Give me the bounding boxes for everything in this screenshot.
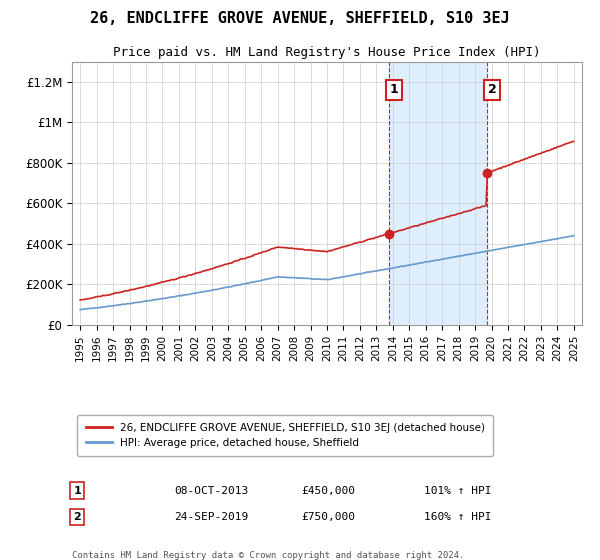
Bar [389, 62, 487, 325]
Text: 26, ENDCLIFFE GROVE AVENUE, SHEFFIELD, S10 3EJ: 26, ENDCLIFFE GROVE AVENUE, SHEFFIELD, S… [90, 11, 510, 26]
Text: 1: 1 [389, 83, 398, 96]
Text: 1: 1 [73, 486, 81, 496]
Text: 24-SEP-2019: 24-SEP-2019 [174, 512, 248, 522]
Text: Contains HM Land Registry data © Crown copyright and database right 2024.
This d: Contains HM Land Registry data © Crown c… [72, 551, 464, 560]
Text: £750,000: £750,000 [302, 512, 355, 522]
Text: 2: 2 [73, 512, 81, 522]
Text: 08-OCT-2013: 08-OCT-2013 [174, 486, 248, 496]
Text: 2: 2 [488, 83, 496, 96]
Text: 101% ↑ HPI: 101% ↑ HPI [424, 486, 491, 496]
Title: Price paid vs. HM Land Registry's House Price Index (HPI): Price paid vs. HM Land Registry's House … [113, 46, 541, 59]
Text: 160% ↑ HPI: 160% ↑ HPI [424, 512, 491, 522]
Text: £450,000: £450,000 [302, 486, 355, 496]
Legend: 26, ENDCLIFFE GROVE AVENUE, SHEFFIELD, S10 3EJ (detached house), HPI: Average pr: 26, ENDCLIFFE GROVE AVENUE, SHEFFIELD, S… [77, 414, 493, 456]
